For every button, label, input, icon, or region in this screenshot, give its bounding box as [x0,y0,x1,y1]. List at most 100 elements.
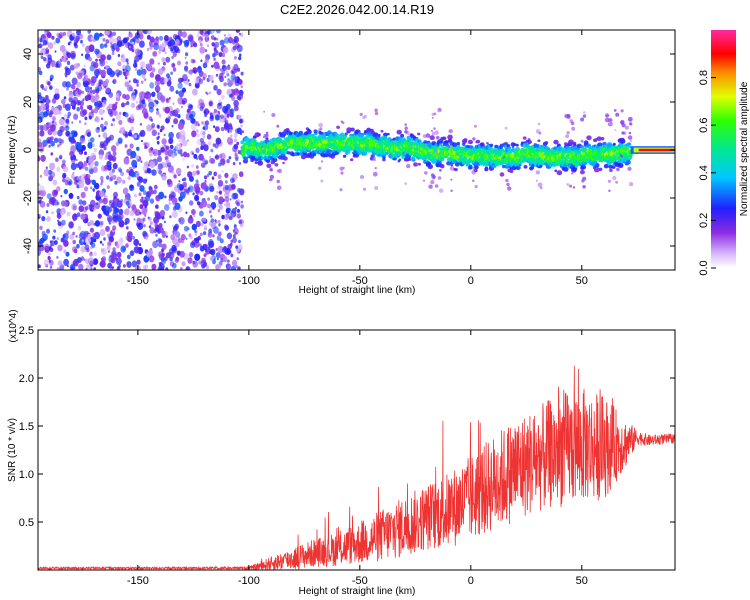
noise-cell [139,185,145,192]
noise-cell [161,57,166,63]
signal-cell [283,156,288,161]
noise-cell [38,66,42,73]
noise-cell [88,156,94,164]
noise-cell [199,190,204,196]
signal-cell [580,145,585,149]
noise-cell [78,166,82,170]
noise-cell [209,256,214,262]
noise-cell [203,124,209,131]
noise-cell [155,204,159,209]
noise-cell [84,151,87,155]
noise-cell [48,144,51,148]
noise-cell [125,200,130,206]
noise-cell [87,141,93,149]
noise-cell [53,137,59,143]
y-tick-label: 20 [22,96,34,108]
noise-cell [225,180,228,184]
noise-cell [93,147,98,153]
noise-cell [140,95,143,99]
noise-cell [213,226,219,234]
sparse-cell [263,110,266,113]
sparse-cell [374,111,379,116]
noise-cell [221,169,224,173]
noise-cell [187,79,190,82]
noise-cell [175,241,180,248]
signal-cell [571,166,578,172]
noise-cell [199,106,204,112]
signal-cell [347,150,351,154]
noise-cell [51,120,55,124]
noise-cell [154,85,161,93]
sparse-cell [628,131,632,135]
noise-cell [222,105,229,114]
noise-cell [94,161,99,167]
signal-cell [370,128,374,132]
noise-cell [215,30,221,34]
noise-cell [204,175,208,180]
noise-cell [213,37,217,41]
noise-cell [38,131,41,137]
sparse-cell [615,112,620,117]
noise-cell [123,157,130,165]
noise-cell [68,192,74,199]
noise-cell [49,240,53,244]
signal-cell [527,140,532,144]
noise-cell [134,48,141,56]
noise-cell [174,257,180,263]
noise-cell [46,31,52,39]
noise-cell [218,75,222,80]
noise-cell [178,90,184,98]
sparse-cell [430,180,435,185]
noise-cell [75,235,78,238]
sparse-cell [604,117,610,123]
noise-cell [103,237,106,241]
noise-cell [116,40,123,48]
noise-cell [192,152,194,155]
sparse-cell [436,137,439,140]
noise-cell [57,144,60,148]
noise-cell [161,174,167,181]
noise-cell [141,68,147,76]
x-tick-label: 0 [468,275,474,287]
signal-cell [387,132,390,136]
noise-cell [69,64,75,71]
signal-cell [469,145,474,149]
signal-cell [541,161,545,165]
signal-cell [398,158,402,161]
noise-cell [175,39,180,45]
noise-cell [94,182,100,190]
noise-cell [152,189,157,195]
sparse-cell [580,139,584,143]
signal-cell [409,138,414,142]
sparse-cell [276,179,280,184]
noise-cell [173,174,177,179]
noise-cell [233,99,239,107]
signal-cell [509,169,514,174]
noise-cell [238,239,241,244]
noise-cell [58,118,65,126]
noise-cell [72,172,75,175]
noise-cell [200,182,207,190]
colorbar-tick-label: 0.8 [698,70,710,85]
noise-cell [214,194,219,201]
noise-cell [224,184,229,191]
noise-cell [238,56,242,61]
noise-cell [212,234,215,238]
sparse-cell [627,135,633,140]
noise-cell [182,157,185,161]
noise-cell [104,30,110,36]
noise-cell [229,108,235,115]
noise-cell [67,42,71,46]
noise-cell [157,155,162,163]
noise-cell [107,215,113,223]
noise-cell [229,93,233,98]
noise-cell [199,243,202,247]
noise-cell [151,91,156,98]
noise-cell [218,99,222,103]
signal-cell [296,152,300,156]
noise-cell [118,119,123,125]
noise-cell [120,171,124,177]
noise-cell [126,261,132,268]
noise-cell [165,267,169,270]
sparse-cell [616,167,620,172]
